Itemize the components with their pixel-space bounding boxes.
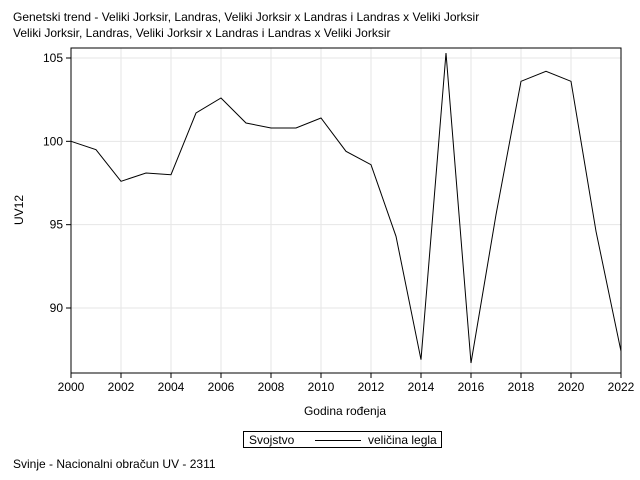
x-tick-label: 2022 (608, 380, 635, 394)
data-point (420, 358, 423, 361)
data-point (170, 173, 173, 176)
y-tick-label: 100 (43, 134, 63, 148)
x-tick-label: 2020 (558, 380, 585, 394)
x-axis-label: Godina rođenja (304, 404, 386, 418)
y-axis-label: UV12 (12, 195, 26, 225)
data-point (95, 148, 98, 151)
data-point (395, 235, 398, 238)
data-point (495, 213, 498, 216)
chart-title-line-1: Genetski trend - Veliki Jorksir, Landras… (13, 10, 480, 24)
data-point (470, 362, 473, 365)
data-point (120, 180, 123, 183)
data-point (445, 52, 448, 55)
x-tick-label: 2008 (258, 380, 285, 394)
legend-heading: Svojstvo (249, 433, 295, 447)
data-point (345, 150, 348, 153)
data-point (545, 70, 548, 73)
data-point (370, 163, 373, 166)
line-chart: 2000 2002 2004 2006 2008 2010 2012 2014 2016 2018… (12, 47, 635, 418)
data-point (270, 127, 273, 130)
x-tick-label: 2006 (208, 380, 235, 394)
x-tick-label: 2004 (158, 380, 185, 394)
x-tick-label: 2000 (58, 380, 85, 394)
x-tick-label: 2016 (458, 380, 485, 394)
series-layer (70, 52, 623, 365)
x-tick-label: 2010 (308, 380, 335, 394)
data-point (295, 127, 298, 130)
y-tick-label: 95 (50, 218, 64, 232)
data-point (570, 80, 573, 83)
x-tick-label: 2014 (408, 380, 435, 394)
legend: Svojstvo veličina legla (243, 431, 442, 448)
data-point (320, 117, 323, 120)
chart-title-line-2: Veliki Jorksir, Landras, Veliki Jorksir … (13, 26, 391, 40)
plot-frame (70, 47, 622, 374)
footnote: Svinje - Nacionalni obračun UV - 2311 (13, 457, 216, 471)
data-point (620, 350, 623, 353)
legend-series-label: veličina legla (368, 433, 437, 447)
data-point (145, 172, 148, 175)
data-point (245, 122, 248, 125)
series-line (70, 52, 622, 364)
axes: 2000 2002 2004 2006 2008 2010 2012 2014 2016 2018… (43, 51, 635, 394)
y-tick-label: 90 (50, 301, 64, 315)
data-point (595, 230, 598, 233)
data-point (520, 80, 523, 83)
data-point (70, 140, 73, 143)
data-point (195, 112, 198, 115)
x-tick-label: 2002 (108, 380, 135, 394)
grid (70, 48, 622, 373)
y-tick-label: 105 (43, 51, 63, 65)
data-point (220, 97, 223, 100)
x-tick-label: 2018 (508, 380, 535, 394)
legend-line-swatch (315, 440, 361, 441)
x-tick-label: 2012 (358, 380, 385, 394)
